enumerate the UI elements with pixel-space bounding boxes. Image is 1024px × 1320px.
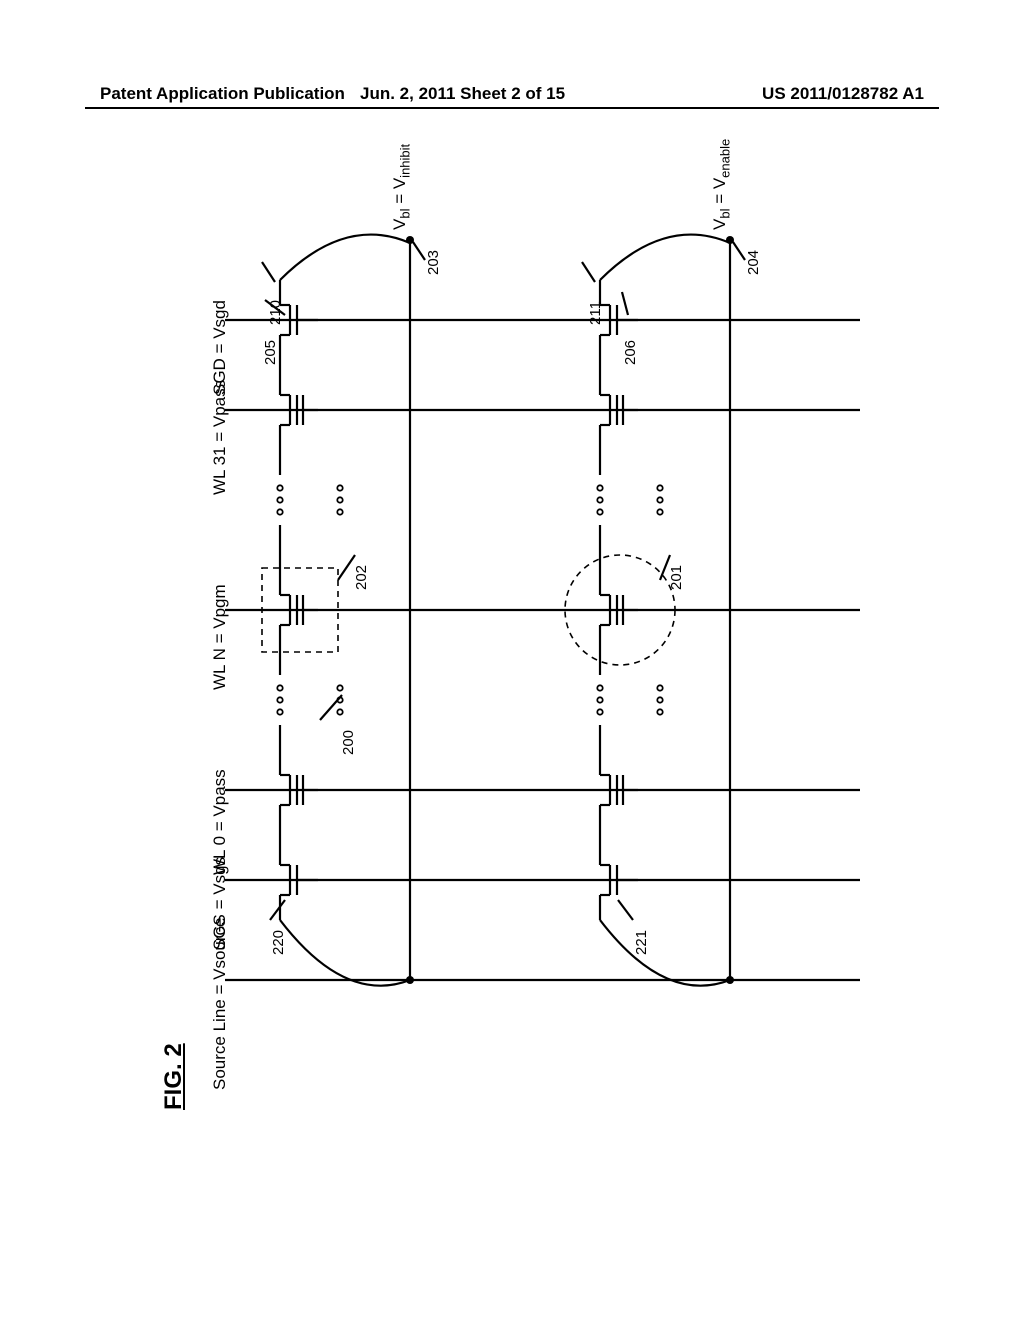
figure-2: FIG. 2 SGD = Vsgd WL 31 = Vpass WL N = V… <box>140 210 890 1110</box>
header-rule <box>85 107 939 109</box>
header-right: US 2011/0128782 A1 <box>762 84 924 104</box>
circuit-diagram <box>140 210 890 1110</box>
header-center: Jun. 2, 2011 Sheet 2 of 15 <box>360 84 565 104</box>
header-left: Patent Application Publication <box>100 84 345 104</box>
